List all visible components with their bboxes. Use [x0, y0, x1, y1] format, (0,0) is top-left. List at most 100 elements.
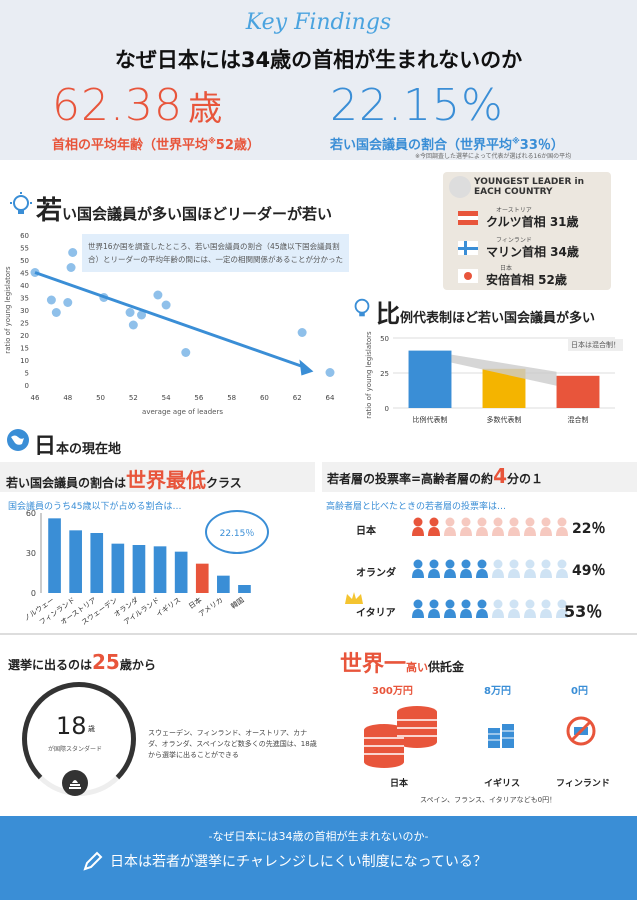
person-body: [556, 569, 568, 578]
person-body: [524, 527, 536, 536]
sysbar-ytick: 25: [380, 370, 389, 378]
person-body: [412, 609, 424, 618]
person-body: [540, 527, 552, 536]
no-money-icon: [566, 716, 596, 746]
person-head: [541, 559, 551, 569]
circle-unit: 歳: [88, 725, 95, 733]
turnout-country-0: 日本: [356, 526, 376, 537]
person-head: [541, 599, 551, 609]
scatter-ylabel: ratio of young legislators: [4, 266, 12, 354]
stat2-footnote: ※今回調査した選挙によって代表が選ばれる16か国の平均: [415, 153, 572, 160]
stat-young-ratio: 22.15%: [330, 80, 504, 131]
bulb-icon: [8, 192, 34, 222]
stat1-value: 62.38: [52, 80, 183, 131]
crown-icon: [344, 590, 364, 609]
deposit-amount-1: 8万円: [484, 686, 511, 697]
scatter-ytick: 35: [20, 295, 29, 303]
sec3-title-rest: 本の現在地: [56, 442, 122, 457]
person-icon: [476, 599, 488, 618]
pencil-icon: [82, 850, 104, 876]
person-icon: [556, 517, 568, 536]
person-body: [428, 527, 440, 536]
person-icon: [556, 599, 568, 618]
people-row-japan: [410, 516, 610, 544]
sec4-bubble: 22.15％: [205, 510, 269, 554]
circle-num: 18: [56, 712, 87, 740]
person-icon: [460, 559, 472, 578]
person-icon: [556, 559, 568, 578]
scatter-xlabel: average age of leaders: [142, 408, 223, 416]
person-icon: [540, 517, 552, 536]
sysbar-arrow: [451, 354, 557, 386]
scatter-chart: 0 5 10 15 20 25 30 35 40 45 50 55 60 46 48 50 52 54 56 58 60…: [4, 232, 335, 416]
people-row-italy: [410, 598, 610, 626]
person-head: [461, 599, 471, 609]
turnout-country-1: オランダ: [356, 568, 396, 579]
countrybar-bar: [69, 530, 82, 593]
person-icon: [444, 599, 456, 618]
countrybar-bar: [195, 563, 209, 593]
sec7-title: 世界一高い供託金: [340, 646, 464, 678]
person-head: [477, 517, 487, 527]
countrybar-bar: [111, 543, 125, 593]
person-head: [461, 517, 471, 527]
turnout-pct-1: 49％: [572, 563, 606, 579]
person-icon: [412, 517, 424, 536]
person-body: [540, 609, 552, 618]
person-icon: [524, 599, 536, 618]
countrybar-bar: [153, 546, 167, 593]
person-body: [460, 609, 472, 618]
stat1-world: 52歳）: [215, 138, 260, 153]
sec1-title-big: 若: [36, 196, 63, 226]
sec5-title-a: 若者層の投票率=高齢者層の約: [327, 472, 494, 486]
scatter-point: [63, 298, 73, 307]
flag-japan-icon: [458, 268, 478, 287]
person-body: [524, 569, 536, 578]
scatter-xtick: 62: [293, 394, 302, 402]
scatter-xtick: 64: [326, 394, 335, 402]
person-head: [445, 559, 455, 569]
scatter-xtick: 48: [63, 394, 72, 402]
stat1-note: ※: [208, 136, 216, 146]
scatter-point: [125, 308, 135, 317]
person-head: [557, 559, 567, 569]
person-head: [477, 599, 487, 609]
scatter-ytick: 45: [20, 270, 29, 278]
scatter-xtick: 56: [194, 394, 203, 402]
sysbar-category: 比例代表制: [413, 415, 448, 424]
sec7-title-b: 高い: [406, 661, 429, 674]
person-head: [557, 517, 567, 527]
person-icon: [460, 517, 472, 536]
leader-text-2: 安倍首相 52歳: [486, 273, 567, 287]
sec7-note: スペイン、フランス、イタリアなども0円！: [420, 796, 557, 804]
bulb-icon-2: [350, 296, 374, 324]
sysbar-ylabel: ratio of young legislators: [365, 331, 373, 419]
people-row-netherlands: [410, 558, 610, 586]
person-body: [476, 609, 488, 618]
person-head: [493, 599, 503, 609]
countrybar-bar: [238, 585, 251, 593]
scatter-point: [128, 320, 138, 330]
people-icons: [412, 599, 568, 618]
sec4-title: 若い国会議員の割合は世界最低クラス: [6, 464, 242, 493]
scatter-point: [297, 328, 307, 337]
scatter-ytick: 0: [25, 382, 29, 390]
sec3-title-big: 日: [34, 434, 57, 459]
scatter-ytick: 40: [20, 282, 29, 290]
leader-country-0: オーストリア: [496, 207, 532, 214]
person-body: [412, 527, 424, 536]
sec5-header-bg: [322, 462, 637, 492]
scatter-ytick: 10: [20, 357, 29, 365]
countrybar-bar: [217, 575, 230, 593]
person-head: [557, 599, 567, 609]
person-body: [444, 527, 456, 536]
stat-avg-age: 62.38 歳: [52, 80, 222, 131]
sysbar-ytick: 50: [380, 335, 389, 343]
person-body: [476, 569, 488, 578]
countrybar-ytick: 0: [31, 589, 36, 598]
sec5-title-b: 4: [493, 464, 507, 488]
header-panel: [0, 0, 637, 160]
person-head: [509, 517, 519, 527]
sec2-title: 比例代表制ほど若い国会議員が多い: [376, 294, 595, 329]
person-icon: [476, 559, 488, 578]
